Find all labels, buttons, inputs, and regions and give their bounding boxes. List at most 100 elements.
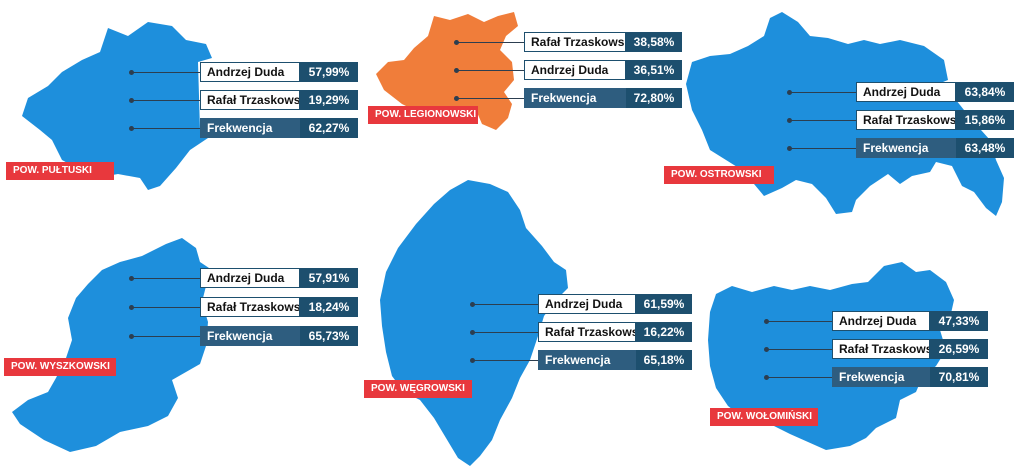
result-label: Rafał Trzaskowski bbox=[538, 322, 636, 342]
result-value: 16,22% bbox=[636, 322, 692, 342]
leader-dot bbox=[129, 70, 134, 75]
result-row: Andrzej Duda 36,51% bbox=[524, 60, 682, 80]
leader-dot bbox=[764, 347, 769, 352]
result-row: Frekwencja 65,18% bbox=[538, 350, 692, 370]
result-label: Andrzej Duda bbox=[200, 62, 300, 82]
result-label: Frekwencja bbox=[538, 350, 636, 370]
result-row: Frekwencja 72,80% bbox=[524, 88, 682, 108]
district-shape-wolominski bbox=[708, 262, 954, 450]
leader-line bbox=[766, 377, 832, 378]
leader-dot bbox=[764, 375, 769, 380]
result-row: Frekwencja 63,48% bbox=[856, 138, 1014, 158]
leader-dot bbox=[787, 146, 792, 151]
leader-dot bbox=[454, 68, 459, 73]
leader-dot bbox=[470, 330, 475, 335]
result-label: Rafał Trzaskowski bbox=[856, 110, 956, 130]
result-value: 65,73% bbox=[300, 326, 358, 346]
result-value: 19,29% bbox=[300, 90, 358, 110]
result-label: Rafał Trzaskowski bbox=[524, 32, 626, 52]
result-value: 63,48% bbox=[956, 138, 1014, 158]
leader-line bbox=[131, 72, 200, 73]
result-label: Andrzej Duda bbox=[832, 311, 930, 331]
result-value: 26,59% bbox=[930, 339, 988, 359]
result-value: 63,84% bbox=[956, 82, 1014, 102]
leader-line bbox=[131, 278, 200, 279]
district-shape-legionowski bbox=[376, 12, 518, 130]
result-row: Andrzej Duda 61,59% bbox=[538, 294, 692, 314]
result-value: 15,86% bbox=[956, 110, 1014, 130]
result-row: Frekwencja 65,73% bbox=[200, 326, 358, 346]
leader-dot bbox=[129, 276, 134, 281]
leader-line bbox=[766, 349, 832, 350]
result-label: Frekwencja bbox=[200, 326, 300, 346]
leader-line bbox=[789, 120, 856, 121]
leader-line bbox=[131, 336, 200, 337]
result-value: 47,33% bbox=[930, 311, 988, 331]
result-label: Rafał Trzaskowski bbox=[200, 297, 300, 317]
leader-line bbox=[766, 321, 832, 322]
leader-dot bbox=[129, 305, 134, 310]
result-label: Frekwencja bbox=[524, 88, 626, 108]
leader-dot bbox=[470, 358, 475, 363]
leader-dot bbox=[454, 96, 459, 101]
leader-line bbox=[472, 332, 538, 333]
result-value: 72,80% bbox=[626, 88, 682, 108]
result-row: Rafał Trzaskowski 38,58% bbox=[524, 32, 682, 52]
result-row: Rafał Trzaskowski 15,86% bbox=[856, 110, 1014, 130]
leader-line bbox=[472, 360, 538, 361]
leader-dot bbox=[787, 118, 792, 123]
result-label: Andrzej Duda bbox=[856, 82, 956, 102]
district-name-badge: POW. PUŁTUSKI bbox=[6, 162, 114, 180]
district-name-badge: POW. OSTROWSKI bbox=[664, 166, 774, 184]
leader-line bbox=[456, 70, 524, 71]
result-label: Andrzej Duda bbox=[524, 60, 626, 80]
result-row: Andrzej Duda 57,99% bbox=[200, 62, 358, 82]
result-label: Frekwencja bbox=[832, 367, 930, 387]
result-row: Rafał Trzaskowski 19,29% bbox=[200, 90, 358, 110]
district-name-badge: POW. WOŁOMIŃSKI bbox=[710, 408, 818, 426]
result-label: Rafał Trzaskowski bbox=[200, 90, 300, 110]
leader-line bbox=[472, 304, 538, 305]
result-label: Rafał Trzaskowski bbox=[832, 339, 930, 359]
leader-dot bbox=[470, 302, 475, 307]
result-row: Rafał Trzaskowski 26,59% bbox=[832, 339, 988, 359]
result-row: Andrzej Duda 63,84% bbox=[856, 82, 1014, 102]
result-value: 57,99% bbox=[300, 62, 358, 82]
result-row: Andrzej Duda 57,91% bbox=[200, 268, 358, 288]
result-value: 61,59% bbox=[636, 294, 692, 314]
leader-dot bbox=[764, 319, 769, 324]
result-row: Frekwencja 62,27% bbox=[200, 118, 358, 138]
leader-dot bbox=[129, 334, 134, 339]
leader-line bbox=[789, 92, 856, 93]
result-value: 65,18% bbox=[636, 350, 692, 370]
district-shape-ostrowski bbox=[686, 12, 1004, 216]
result-value: 57,91% bbox=[300, 268, 358, 288]
leader-line bbox=[456, 98, 524, 99]
leader-dot bbox=[787, 90, 792, 95]
result-label: Andrzej Duda bbox=[200, 268, 300, 288]
result-value: 38,58% bbox=[626, 32, 682, 52]
result-value: 62,27% bbox=[300, 118, 358, 138]
leader-dot bbox=[129, 126, 134, 131]
result-value: 70,81% bbox=[930, 367, 988, 387]
result-row: Rafał Trzaskowski 16,22% bbox=[538, 322, 692, 342]
leader-dot bbox=[129, 98, 134, 103]
district-shape-wyszkowski bbox=[12, 238, 212, 452]
district-shape-pultuski bbox=[22, 22, 212, 190]
result-row: Andrzej Duda 47,33% bbox=[832, 311, 988, 331]
leader-dot bbox=[454, 40, 459, 45]
result-label: Frekwencja bbox=[856, 138, 956, 158]
district-name-badge: POW. LEGIONOWSKI bbox=[368, 106, 478, 124]
result-value: 18,24% bbox=[300, 297, 358, 317]
result-row: Rafał Trzaskowski 18,24% bbox=[200, 297, 358, 317]
result-value: 36,51% bbox=[626, 60, 682, 80]
leader-line bbox=[456, 42, 524, 43]
leader-line bbox=[131, 100, 200, 101]
district-name-badge: POW. WYSZKOWSKI bbox=[4, 358, 116, 376]
result-label: Frekwencja bbox=[200, 118, 300, 138]
leader-line bbox=[131, 128, 200, 129]
district-name-badge: POW. WĘGROWSKI bbox=[364, 380, 472, 398]
result-label: Andrzej Duda bbox=[538, 294, 636, 314]
leader-line bbox=[131, 307, 200, 308]
